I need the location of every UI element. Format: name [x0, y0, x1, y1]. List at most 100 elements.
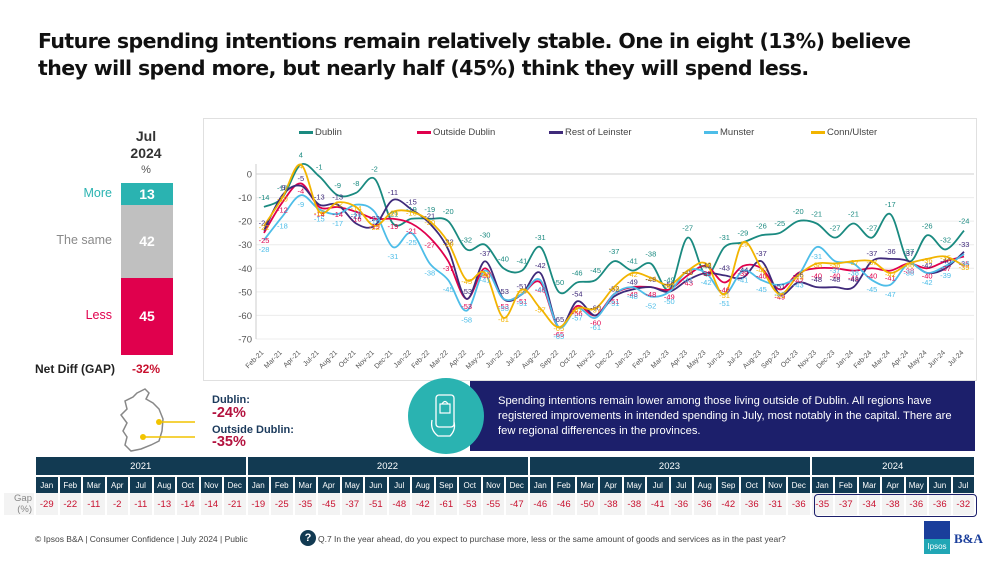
- data-label: -10: [277, 195, 288, 204]
- data-label: -14: [332, 210, 343, 219]
- data-label: -31: [811, 252, 822, 261]
- gap-value: -31: [764, 493, 786, 515]
- data-label: -11: [388, 188, 398, 197]
- data-label: -40: [811, 271, 822, 280]
- gap-value: -55: [482, 493, 504, 515]
- data-label: -19: [424, 205, 435, 214]
- data-label: -37: [848, 258, 859, 267]
- gap-value: -45: [318, 493, 340, 515]
- gap-value: -25: [271, 493, 293, 515]
- data-label: -16: [388, 209, 399, 218]
- gap-value: -32: [952, 493, 974, 515]
- data-label: -48: [830, 275, 841, 284]
- data-label: -22: [369, 223, 380, 232]
- data-label: -48: [609, 284, 620, 293]
- page-title: Future spending intentions remain relati…: [38, 29, 911, 80]
- data-label: -29: [738, 239, 749, 248]
- data-label: -40: [480, 271, 491, 280]
- data-label: -42: [793, 276, 804, 285]
- data-label: -27: [830, 224, 841, 233]
- x-tick-label: Dec-21: [373, 349, 394, 370]
- y-tick-label: -40: [238, 264, 252, 275]
- data-label: -40: [922, 271, 933, 280]
- gap-row: Gap (%) -29 -22 -11 -2 -11 -13 -14 -14 -21 -19 -25-…: [4, 493, 974, 515]
- year-header: 2021: [36, 457, 246, 475]
- data-label: -45: [756, 285, 767, 294]
- data-label: -13: [351, 210, 362, 219]
- data-label: -51: [719, 291, 730, 300]
- blank-cell: [4, 457, 34, 475]
- data-label: -40: [756, 265, 767, 274]
- data-label: -65: [553, 330, 564, 339]
- blank-cell: [4, 475, 34, 493]
- data-label: -16: [369, 217, 380, 226]
- data-label: -18: [277, 221, 288, 230]
- data-label: -45: [443, 285, 454, 294]
- x-tick-label: Mar-23: [650, 349, 671, 370]
- data-label: -15: [406, 197, 417, 206]
- data-label: -53: [461, 302, 472, 311]
- data-label: -24: [959, 217, 970, 226]
- month-header: Aug: [412, 475, 434, 493]
- data-label: -22: [369, 214, 380, 223]
- data-label: -41: [480, 276, 491, 285]
- legend-item-outside-dublin: Outside Dublin: [417, 127, 495, 138]
- data-label: -46: [719, 285, 730, 294]
- y-tick-label: 0: [247, 170, 252, 181]
- data-label: -32: [461, 235, 472, 244]
- data-label: -26: [922, 221, 933, 230]
- data-label: -15: [314, 214, 325, 223]
- stack-header: Jul 2024 %: [118, 128, 174, 179]
- gap-value: -41: [647, 493, 669, 515]
- data-label: -42: [885, 270, 896, 279]
- data-label: -1: [316, 162, 323, 171]
- month-header: Nov: [200, 475, 222, 493]
- insight-icon-circle: [408, 378, 484, 454]
- ireland-map-icon: [120, 388, 195, 452]
- x-tick-label: Aug-22: [521, 349, 542, 370]
- x-tick-label: Jun-24: [927, 349, 947, 369]
- data-label: -29: [443, 239, 454, 248]
- net-diff-value: -32%: [132, 362, 161, 376]
- gap-value: -53: [459, 493, 481, 515]
- legend-swatch: [811, 131, 825, 134]
- data-label: -58: [461, 316, 472, 325]
- data-label: -8: [353, 179, 360, 188]
- month-header: Jun: [365, 475, 387, 493]
- data-label: 4: [299, 162, 303, 171]
- data-label: -45: [535, 285, 546, 294]
- data-label: -20: [443, 207, 454, 216]
- data-label: -51: [516, 282, 527, 291]
- data-label: -46: [572, 268, 583, 277]
- footer-copyright: © Ipsos B&A | Consumer Confidence | July…: [35, 534, 248, 544]
- data-label: -42: [701, 261, 712, 270]
- legend-item-dublin: Dublin: [299, 127, 342, 138]
- month-header: Jan: [811, 475, 833, 493]
- data-label: -57: [535, 305, 546, 314]
- data-label: -41: [885, 274, 896, 283]
- data-label: -10: [277, 184, 288, 193]
- line-chart: Dublin Outside Dublin Rest of Leinster Muns…: [203, 118, 977, 381]
- gap-value: -38: [882, 493, 904, 515]
- data-label: -38: [424, 269, 435, 278]
- x-tick-label: Dec-23: [816, 349, 837, 370]
- month-header: Nov: [764, 475, 786, 493]
- stack-period-month: Jul: [135, 128, 157, 144]
- data-label: -35: [940, 254, 951, 263]
- year-header: 2022: [247, 457, 528, 475]
- callout-dublin-value: -24%: [212, 405, 246, 421]
- data-label: -21: [406, 227, 417, 236]
- data-label: -27: [866, 224, 877, 233]
- data-label: -16: [351, 215, 362, 224]
- data-label: -28: [259, 245, 270, 254]
- data-label: -50: [664, 297, 675, 306]
- series-line-conn-ulster: [263, 163, 965, 329]
- data-label: -38: [848, 269, 859, 278]
- data-label: -39: [959, 263, 970, 272]
- y-tick-label: -50: [238, 287, 252, 298]
- data-label: -57: [572, 305, 583, 314]
- data-label: -37: [903, 249, 914, 258]
- data-label: -37: [866, 258, 877, 267]
- data-label: -65: [553, 332, 564, 341]
- year-header: 2023: [529, 457, 810, 475]
